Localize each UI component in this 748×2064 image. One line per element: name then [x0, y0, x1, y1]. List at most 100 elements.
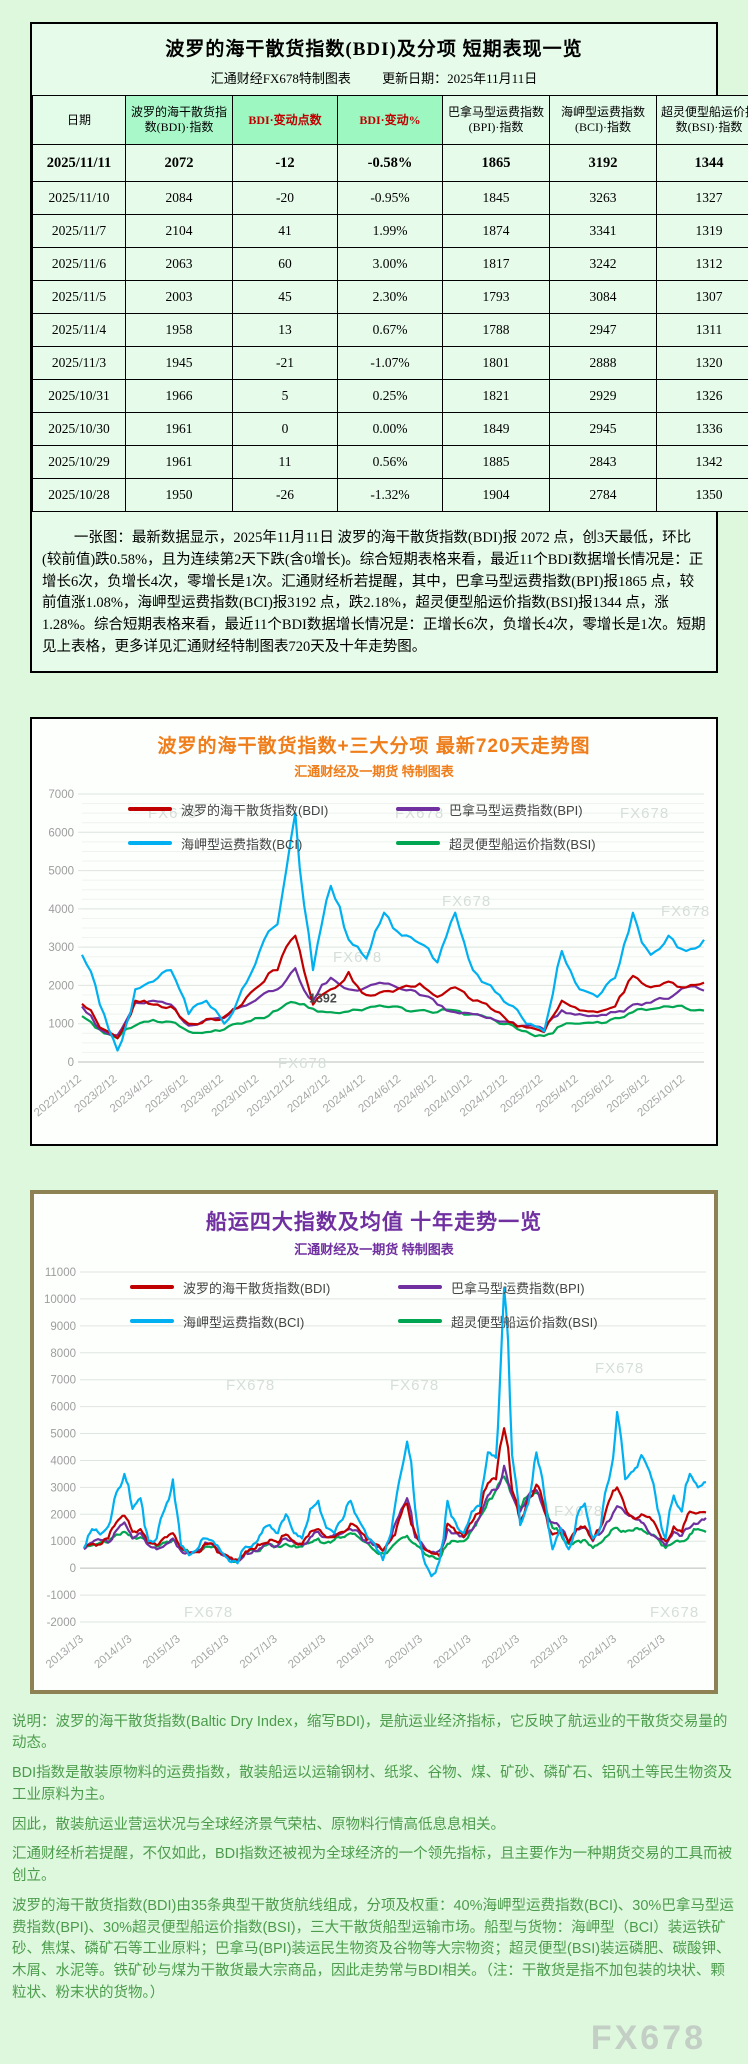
table-cell: 2025/10/28	[33, 479, 126, 512]
x-tick-label: 2024/1/3	[577, 1633, 619, 1671]
legend-swatch-bpi	[396, 807, 440, 811]
table-cell: 1961	[126, 413, 233, 446]
legend-swatch-bdi	[128, 807, 172, 811]
table-cell: 1326	[657, 380, 748, 413]
table-cell: 2.30%	[338, 281, 443, 314]
chart-720d-legend: 波罗的海干散货指数(BDI)巴拿马型运费指数(BPI)海岬型运费指数(BCI)超…	[128, 800, 664, 853]
column-header: 日期	[33, 96, 126, 145]
y-tick-label: 3000	[48, 942, 74, 954]
table-cell: 1961	[126, 446, 233, 479]
fx678-watermark: FX678	[278, 1055, 327, 1072]
x-tick-label: 2016/1/3	[189, 1633, 231, 1671]
y-tick-label: -2000	[47, 1617, 76, 1629]
legend-label-bdi: 波罗的海干散货指数(BDI)	[183, 1278, 330, 1297]
table-cell: 2025/11/4	[33, 314, 126, 347]
y-tick-label: 11000	[45, 1267, 76, 1279]
legend-swatch-bpi	[398, 1285, 442, 1289]
table-cell: 1845	[443, 182, 550, 215]
table-cell: 1327	[657, 182, 748, 215]
column-header: 波罗的海干散货指数(BDI)·指数	[126, 96, 233, 145]
table-cell: 0	[233, 413, 338, 446]
legend-item-bpi: 巴拿马型运费指数(BPI)	[396, 800, 664, 819]
y-tick-label: 7000	[50, 1374, 76, 1386]
fx678-watermark: FX678	[390, 1377, 439, 1394]
x-tick-label: 2025/1/3	[626, 1633, 668, 1671]
table-cell: 13	[233, 314, 338, 347]
table-cell: 3341	[550, 215, 657, 248]
footer-line: BDI指数是散装原物料的运费指数，散装船运以运输钢材、纸浆、谷物、煤、矿砂、磷矿…	[12, 1763, 736, 1807]
y-tick-label: 2000	[50, 1509, 76, 1521]
page-title: 波罗的海干散货指数(BDI)及分项 短期表现一览	[32, 24, 716, 61]
table-cell: 1865	[443, 145, 550, 182]
legend-swatch-bsi	[398, 1319, 442, 1323]
fx678-watermark: FX678	[442, 893, 491, 910]
table-cell: 2072	[126, 145, 233, 182]
table-cell: 60	[233, 248, 338, 281]
table-cell: 1958	[126, 314, 233, 347]
table-cell: 0.56%	[338, 446, 443, 479]
x-tick-label: 2022/1/3	[480, 1633, 522, 1671]
column-header: 巴拿马型运费指数(BPI)·指数	[443, 96, 550, 145]
x-tick-label: 2013/1/3	[44, 1633, 86, 1671]
chart-10y-subtitle: 汇通财经及一期货 特制图表	[34, 1239, 714, 1258]
table-cell: 3.00%	[338, 248, 443, 281]
summary-note: 一张图：最新数据显示，2025年11月11日 波罗的海干散货指数(BDI)报 2…	[32, 512, 716, 671]
table-cell: 1801	[443, 347, 550, 380]
x-tick-label: 2017/1/3	[238, 1633, 280, 1671]
chart-10y-legend: 波罗的海干散货指数(BDI)巴拿马型运费指数(BPI)海岬型运费指数(BCI)超…	[130, 1278, 666, 1331]
table-cell: 0.25%	[338, 380, 443, 413]
table-cell: 2025/10/31	[33, 380, 126, 413]
y-tick-label: 0	[70, 1563, 76, 1575]
table-cell: 2003	[126, 281, 233, 314]
table-cell: 1336	[657, 413, 748, 446]
y-tick-label: 4000	[48, 903, 74, 915]
table-cell: 2025/11/6	[33, 248, 126, 281]
legend-swatch-bsi	[396, 841, 440, 845]
table-cell: 1821	[443, 380, 550, 413]
legend-item-bci: 海岬型运费指数(BCI)	[130, 1312, 398, 1331]
chart-720d-section: 波罗的海干散货指数+三大分项 最新720天走势图 汇通财经及一期货 特制图表 波…	[30, 717, 718, 1146]
table-cell: -12	[233, 145, 338, 182]
x-tick-label: 2023/1/3	[529, 1633, 571, 1671]
table-cell: 1874	[443, 215, 550, 248]
legend-label-bsi: 超灵便型船运价指数(BSI)	[451, 1312, 598, 1331]
chart-720d-subtitle: 汇通财经及一期货 特制图表	[32, 761, 716, 780]
y-tick-label: 2000	[48, 980, 74, 992]
x-tick-label: 2021/1/3	[432, 1633, 474, 1671]
legend-item-bdi: 波罗的海干散货指数(BDI)	[130, 1278, 398, 1297]
y-tick-label: 7000	[48, 789, 74, 801]
x-tick-label: 2022/12/12	[32, 1073, 84, 1119]
table-cell: 2104	[126, 215, 233, 248]
table-cell: 2929	[550, 380, 657, 413]
table-cell: 1885	[443, 446, 550, 479]
table-cell: 2025/10/29	[33, 446, 126, 479]
y-tick-label: 4000	[50, 1455, 76, 1467]
table-cell: 1312	[657, 248, 748, 281]
short-term-table-section: 波罗的海干散货指数(BDI)及分项 短期表现一览 汇通财经FX678特制图表 更…	[30, 22, 718, 673]
footer-line: 说明：波罗的海干散货指数(Baltic Dry Index，缩写BDI)，是航运…	[12, 1712, 736, 1756]
table-cell: 2025/11/11	[33, 145, 126, 182]
column-header: BDI·变动点数	[233, 96, 338, 145]
table-cell: 3084	[550, 281, 657, 314]
fx678-watermark: FX678	[333, 949, 382, 966]
table-cell: 1950	[126, 479, 233, 512]
source-label: 汇通财经FX678特制图表	[211, 71, 351, 86]
table-cell: 1320	[657, 347, 748, 380]
legend-swatch-bci	[128, 841, 172, 845]
legend-swatch-bdi	[130, 1285, 174, 1289]
table-cell: -26	[233, 479, 338, 512]
table-cell: 2025/11/7	[33, 215, 126, 248]
x-tick-label: 2020/1/3	[383, 1633, 425, 1671]
table-cell: 1849	[443, 413, 550, 446]
legend-item-bsi: 超灵便型船运价指数(BSI)	[396, 834, 664, 853]
x-tick-label: 2018/1/3	[286, 1633, 328, 1671]
